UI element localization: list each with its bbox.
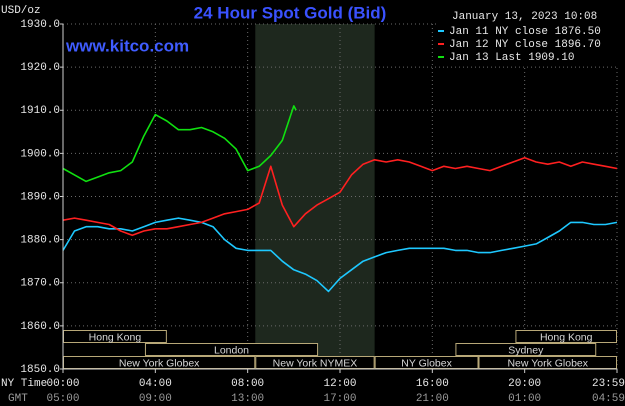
x-tick-label: 00:00 [46,378,79,390]
session-label: London [214,344,249,356]
session-label: New York Globex [507,357,588,369]
axis-layer: 1850.0 1860.0 1870.0 1880.0 1890.0 1900.0 1910… [20,19,625,405]
legend-box [436,23,619,66]
chart-title: 24 Hour Spot Gold (Bid) [194,3,387,22]
session-label: Sydney [508,344,544,356]
y-tick-label: 1890.0 [20,191,60,203]
y-tick-label: 1930.0 [20,19,60,31]
y-tick-label: 1920.0 [20,62,60,74]
price-line [62,217,618,293]
x-tick-label: 12:00 [323,378,356,390]
y-tick-label: 1880.0 [20,235,60,247]
session-bar [515,330,618,343]
x-row-label: NY Time [1,378,47,390]
highlight-band [255,24,375,369]
x-tick-label: 20:00 [508,378,541,390]
session-bar [455,343,597,356]
line-layer [62,105,618,293]
session-label: New York Globex [119,357,200,369]
date-label: January 13, 2023 10:08 [452,11,597,23]
gmt-tick-label: 04:59 [592,393,625,405]
session-label: Hong Kong [540,331,593,343]
session-label: Hong Kong [89,331,142,343]
x-tick-label: 16:00 [416,378,449,390]
site-label: www.kitco.com [65,36,189,55]
x-tick-label: 08:00 [231,378,264,390]
x-tick-label: 04:00 [139,378,172,390]
y-tick-label: 1870.0 [20,278,60,290]
gmt-tick-label: 13:00 [231,393,264,405]
gmt-tick-label: 17:00 [323,393,356,405]
y-tick-label: 1860.0 [20,321,60,333]
y-tick-label: 1910.0 [20,105,60,117]
x-row-label: GMT [8,393,28,405]
price-line [62,105,297,183]
price-line [62,156,618,237]
legend-label: Jan 13 Last 1909.10 [449,52,574,64]
gmt-tick-label: 05:00 [46,393,79,405]
gmt-tick-label: 01:00 [508,393,541,405]
session-label: New York NYMEX [273,357,358,369]
y-axis-label: USD/oz [1,5,41,17]
session-label: NY Globex [401,357,452,369]
legend-label: Jan 11 NY close 1876.50 [449,26,601,38]
gmt-tick-label: 21:00 [416,393,449,405]
background-layer [255,24,375,369]
y-tick-label: 1850.0 [20,364,60,376]
session-bar [144,343,319,356]
y-tick-label: 1900.0 [20,148,60,160]
legend-label: Jan 12 NY close 1896.70 [449,39,601,51]
x-tick-label: 23:59 [592,378,625,390]
gmt-tick-label: 09:00 [139,393,172,405]
